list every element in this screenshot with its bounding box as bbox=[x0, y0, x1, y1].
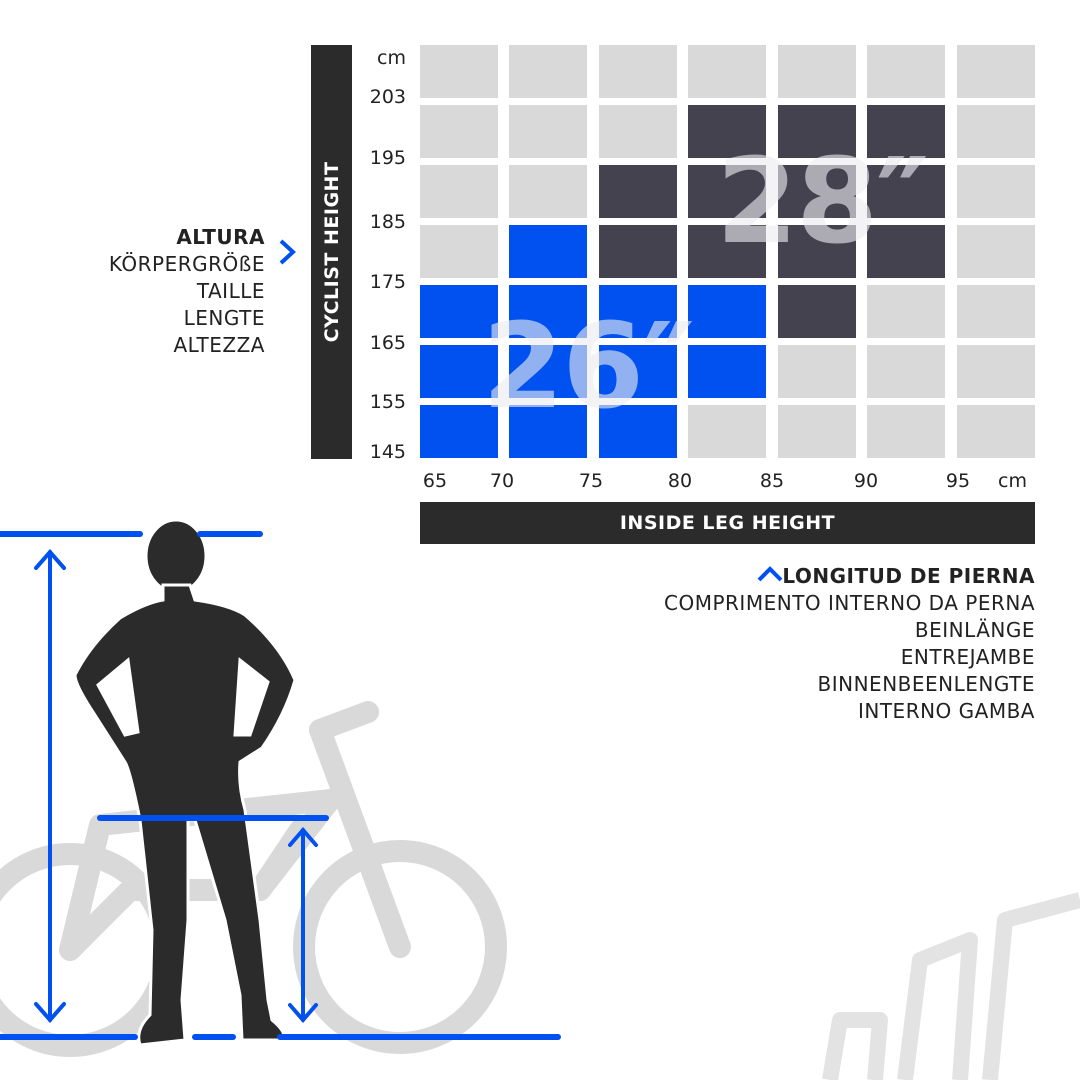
series-label-26: 26″ bbox=[482, 297, 695, 435]
x-tick-label: 80 bbox=[667, 470, 693, 492]
person-silhouette-icon bbox=[73, 518, 297, 1047]
grid-cell-none bbox=[957, 285, 1035, 338]
measurement-lines bbox=[0, 531, 561, 1040]
grid-cell-26 bbox=[420, 345, 498, 398]
x-tick-label: 85 bbox=[759, 470, 785, 492]
grid-cell-26 bbox=[599, 345, 677, 398]
y-tick-label: 195 bbox=[369, 147, 406, 169]
grid-cell-none bbox=[867, 345, 945, 398]
y-unit-label: cm bbox=[377, 47, 406, 69]
grid-cell-26 bbox=[599, 405, 677, 458]
y-tick-label: 203 bbox=[369, 86, 406, 108]
cyclist-illustration bbox=[0, 518, 1080, 1080]
grid-cell-none bbox=[957, 225, 1035, 278]
leg-label-es: LONGITUD DE PIERNA bbox=[782, 564, 1035, 588]
brand-logo bbox=[822, 892, 1080, 1080]
grid-cell-none bbox=[599, 45, 677, 98]
x-tick-label: 90 bbox=[853, 470, 879, 492]
leg-label-fr: ENTREJAMBE bbox=[900, 645, 1035, 669]
grid-cell-26 bbox=[599, 285, 677, 338]
inseam-arrow-icon bbox=[288, 826, 318, 1024]
height-label-es: ALTURA bbox=[176, 225, 265, 249]
grid-cell-none bbox=[957, 165, 1035, 218]
grid-cell-none bbox=[957, 405, 1035, 458]
grid-cell-28 bbox=[867, 165, 945, 218]
grid-cell-28 bbox=[599, 165, 677, 218]
y-tick-label: 155 bbox=[369, 391, 406, 413]
grid-cell-none bbox=[599, 105, 677, 158]
grid-cell-none bbox=[688, 405, 766, 458]
x-tick-label: 65 bbox=[422, 470, 448, 492]
leg-label-de: BEINLÄNGE bbox=[914, 618, 1035, 642]
inside-leg-height-bar: INSIDE LEG HEIGHT bbox=[420, 502, 1035, 544]
grid-cell-none bbox=[867, 45, 945, 98]
grid-cell-26 bbox=[420, 405, 498, 458]
y-tick-label: 145 bbox=[369, 441, 406, 463]
y-tick-label: 175 bbox=[369, 271, 406, 293]
y-axis-title: CYCLIST HEIGHT bbox=[320, 161, 343, 343]
grid-cell-28 bbox=[778, 225, 856, 278]
grid-cell-none bbox=[957, 345, 1035, 398]
grid-cell-none bbox=[957, 45, 1035, 98]
height-label-it: ALTEZZA bbox=[173, 333, 265, 357]
x-tick-label: 95 bbox=[945, 470, 971, 492]
grid-cell-none bbox=[420, 45, 498, 98]
y-tick-label: 165 bbox=[369, 332, 406, 354]
grid-cell-none bbox=[509, 105, 587, 158]
grid-cell-none bbox=[867, 285, 945, 338]
grid-cell-26 bbox=[509, 405, 587, 458]
grid-cell-28 bbox=[867, 105, 945, 158]
height-arrow-icon bbox=[34, 548, 66, 1024]
grid-cell-26 bbox=[688, 285, 766, 338]
grid-cell-26 bbox=[509, 345, 587, 398]
grid-cell-none bbox=[420, 105, 498, 158]
grid-cell-none bbox=[420, 165, 498, 218]
grid-cell-26 bbox=[509, 225, 587, 278]
leg-label-pt: COMPRIMENTO INTERNO DA PERNA bbox=[664, 591, 1035, 615]
grid-cell-none bbox=[778, 345, 856, 398]
x-tick-label: 75 bbox=[578, 470, 604, 492]
chevron-right-icon bbox=[279, 239, 296, 265]
x-tick-label: 70 bbox=[489, 470, 515, 492]
grid-cell-28 bbox=[778, 285, 856, 338]
x-axis-title: INSIDE LEG HEIGHT bbox=[619, 512, 836, 534]
grid-cell-28 bbox=[688, 105, 766, 158]
grid-cell-28 bbox=[867, 225, 945, 278]
grid-cell-none bbox=[509, 45, 587, 98]
grid-cell-26 bbox=[688, 345, 766, 398]
grid-cell-none bbox=[509, 165, 587, 218]
grid-cell-none bbox=[957, 105, 1035, 158]
leg-label-nl: BINNENBEENLENGTE bbox=[817, 672, 1035, 696]
series-label-28: 28″ bbox=[716, 132, 929, 270]
grid-cell-28 bbox=[599, 225, 677, 278]
x-unit-label: cm bbox=[998, 470, 1027, 492]
y-tick-label: 185 bbox=[369, 211, 406, 233]
leg-label-it: INTERNO GAMBA bbox=[857, 699, 1035, 723]
grid-cell-26 bbox=[420, 285, 498, 338]
grid-cell-28 bbox=[778, 165, 856, 218]
grid-cell-none bbox=[778, 405, 856, 458]
height-label-nl: LENGTE bbox=[183, 306, 265, 330]
grid-cell-none bbox=[778, 45, 856, 98]
height-label-de: KÖRPERGRÖßE bbox=[108, 252, 265, 276]
grid-cell-28 bbox=[688, 225, 766, 278]
grid-cell-none bbox=[688, 45, 766, 98]
grid-cell-28 bbox=[688, 165, 766, 218]
grid-cell-none bbox=[420, 225, 498, 278]
grid-cell-26 bbox=[509, 285, 587, 338]
grid-cell-28 bbox=[778, 105, 856, 158]
chevron-up-icon bbox=[757, 566, 783, 582]
height-label-fr: TAILLE bbox=[196, 279, 265, 303]
cyclist-height-bar: CYCLIST HEIGHT bbox=[311, 45, 352, 459]
grid-cell-none bbox=[867, 405, 945, 458]
